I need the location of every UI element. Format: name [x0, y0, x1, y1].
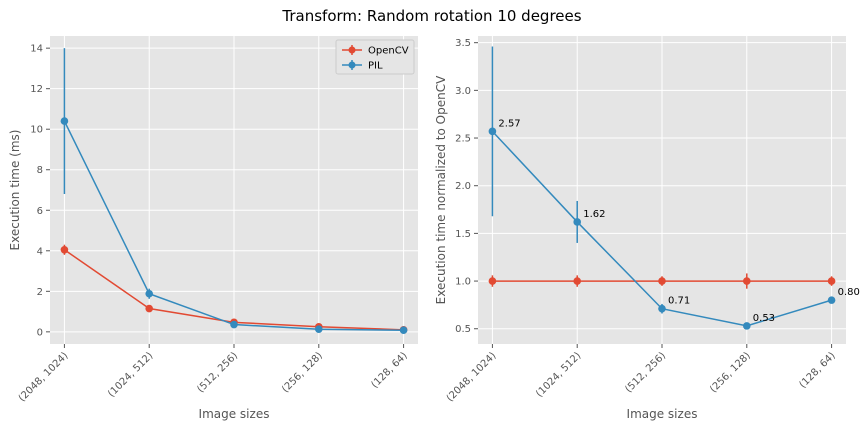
data-label: 2.57: [498, 118, 520, 129]
x-tick-label: (256, 128): [280, 350, 325, 395]
x-tick-label: (128, 64): [797, 350, 837, 390]
data-point: [573, 277, 582, 285]
legend-label: OpenCV: [368, 46, 409, 57]
y-tick-label: 12: [30, 84, 43, 95]
data-point: [488, 277, 497, 285]
data-point: [827, 277, 836, 285]
x-tick-label: (1024, 512): [106, 350, 155, 399]
series-pil: [60, 48, 408, 335]
x-tick-label: (1024, 512): [534, 350, 583, 399]
x-tick-label: (256, 128): [708, 350, 753, 395]
data-point: [60, 245, 69, 254]
data-point: [573, 218, 582, 226]
chart-execution-time: 0 2 4 6 8 10 12 14 (2048, 1024) (1024, 512) (512, …: [8, 36, 418, 421]
y-tick-label: 10: [30, 125, 43, 136]
y-tick-label: 1.0: [455, 277, 471, 288]
x-tick-label: (512, 256): [623, 350, 668, 395]
data-point: [145, 289, 154, 298]
y-tick-label: 2.0: [455, 181, 471, 192]
data-point: [742, 277, 751, 285]
data-point: [742, 322, 751, 330]
x-axis-title: Image sizes: [627, 407, 698, 421]
legend-label: PIL: [368, 61, 383, 72]
data-point: [658, 304, 666, 313]
data-point: [314, 325, 323, 334]
y-axis-title: Execution time (ms): [8, 130, 22, 251]
legend-swatch-marker: [348, 61, 356, 69]
series-opencv: [488, 273, 836, 289]
chart-normalized-time: 0.5 1.0 1.5 2.0 2.5 3.0 3.5 (2048, 1024) (1024, …: [434, 36, 860, 421]
y-tick-label: 2.5: [455, 134, 471, 145]
data-point: [230, 320, 238, 329]
y-tick-label: 1.5: [455, 229, 471, 240]
x-tick-label: (128, 64): [369, 350, 409, 390]
series-pil: 2.57 1.62 0.71 0.53 0.80: [488, 46, 860, 330]
legend-swatch-marker: [348, 46, 356, 54]
legend: OpenCV PIL: [335, 39, 415, 75]
data-point: [658, 277, 666, 285]
data-label: 0.71: [668, 296, 690, 307]
x-axis-title: Image sizes: [199, 407, 270, 421]
data-point: [145, 304, 154, 313]
x-tick-label: (512, 256): [195, 350, 240, 395]
y-tick-label: 14: [30, 44, 43, 55]
y-axis-title: Execution time normalized to OpenCV: [434, 75, 448, 304]
x-tick-label: (2048, 1024): [17, 350, 71, 404]
data-label: 1.62: [583, 209, 605, 220]
y-tick-label: 0: [37, 327, 43, 338]
data-point: [827, 296, 836, 304]
data-point: [488, 127, 497, 136]
y-tick-label: 3.0: [455, 86, 471, 97]
y-tick-label: 4: [37, 246, 43, 257]
y-tick-label: 0.5: [455, 324, 471, 335]
y-tick-label: 6: [37, 206, 43, 217]
y-tick-label: 2: [37, 287, 43, 298]
figure-title: Transform: Random rotation 10 degrees: [281, 7, 581, 25]
data-point: [60, 117, 69, 125]
data-label: 0.53: [753, 313, 775, 324]
y-tick-label: 3.5: [455, 38, 471, 49]
y-tick-label: 8: [37, 165, 43, 176]
data-label: 0.80: [838, 287, 860, 298]
x-tick-label: (2048, 1024): [445, 350, 499, 404]
data-point: [399, 326, 408, 335]
